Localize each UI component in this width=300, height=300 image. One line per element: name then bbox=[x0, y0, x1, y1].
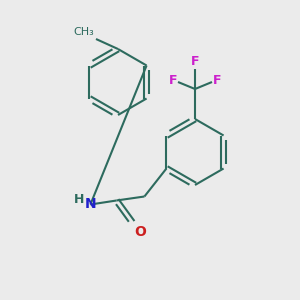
Text: CH₃: CH₃ bbox=[73, 27, 94, 37]
Text: H: H bbox=[74, 193, 85, 206]
Text: F: F bbox=[191, 55, 199, 68]
Text: N: N bbox=[85, 197, 96, 212]
Text: O: O bbox=[134, 224, 146, 239]
Text: F: F bbox=[213, 74, 221, 88]
Text: F: F bbox=[169, 74, 177, 88]
